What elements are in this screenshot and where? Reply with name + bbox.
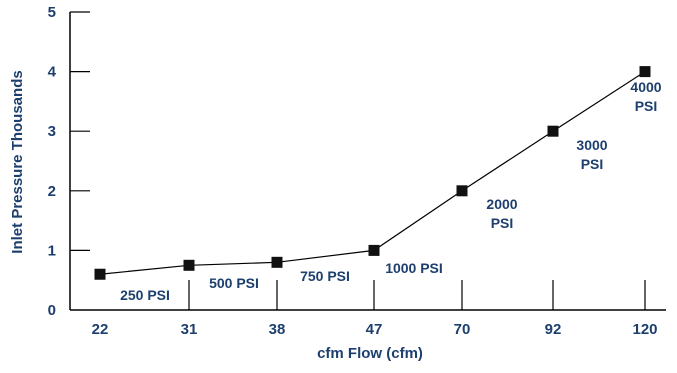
series-line bbox=[99, 71, 646, 275]
x-tick-label: 38 bbox=[269, 321, 286, 338]
x-tick-label: 120 bbox=[632, 321, 657, 338]
y-tick-label: 2 bbox=[48, 183, 56, 200]
x-tick-label: 92 bbox=[545, 321, 562, 338]
series bbox=[94, 66, 651, 280]
data-point bbox=[639, 66, 651, 78]
data-label: 2000 PSI bbox=[486, 196, 517, 231]
x-ticks: 22 31 38 47 70 92 120 bbox=[92, 280, 658, 338]
data-point bbox=[94, 268, 106, 280]
axes bbox=[69, 12, 666, 311]
data-label-line: 4000 bbox=[630, 79, 661, 95]
data-label-line: 2000 bbox=[486, 196, 517, 212]
data-label: 250 PSI bbox=[120, 287, 170, 303]
y-tick-label: 3 bbox=[48, 123, 56, 140]
data-label-line: PSI bbox=[491, 215, 514, 231]
data-point bbox=[271, 256, 283, 268]
data-label-line: 500 PSI bbox=[209, 275, 259, 291]
y-ticks: 0 1 2 3 4 5 bbox=[48, 4, 90, 319]
data-point bbox=[547, 125, 559, 137]
data-label: 4000 PSI bbox=[630, 79, 661, 114]
data-label-line: 750 PSI bbox=[300, 268, 350, 284]
y-tick-label: 4 bbox=[48, 64, 57, 81]
data-label-line: PSI bbox=[635, 98, 658, 114]
data-label-line: 1000 PSI bbox=[385, 260, 443, 276]
y-tick-label: 5 bbox=[48, 4, 56, 21]
data-label: 3000 PSI bbox=[576, 137, 607, 172]
x-tick-label: 31 bbox=[181, 321, 198, 338]
y-axis-title: Inlet Pressure Thousands bbox=[9, 70, 26, 253]
data-label-line: 3000 bbox=[576, 137, 607, 153]
data-point bbox=[368, 244, 380, 256]
y-tick-label: 0 bbox=[48, 302, 56, 319]
x-tick-label: 22 bbox=[92, 321, 109, 338]
x-tick-label: 70 bbox=[454, 321, 471, 338]
data-point bbox=[456, 185, 468, 197]
data-label: 1000 PSI bbox=[385, 260, 443, 276]
data-label: 750 PSI bbox=[300, 268, 350, 284]
x-tick-label: 47 bbox=[366, 321, 383, 338]
data-label-line: 250 PSI bbox=[120, 287, 170, 303]
x-axis-title: cfm Flow (cfm) bbox=[317, 345, 423, 362]
data-point bbox=[183, 259, 195, 271]
data-label-line: PSI bbox=[581, 156, 604, 172]
y-tick-label: 1 bbox=[48, 242, 56, 259]
data-label: 500 PSI bbox=[209, 275, 259, 291]
